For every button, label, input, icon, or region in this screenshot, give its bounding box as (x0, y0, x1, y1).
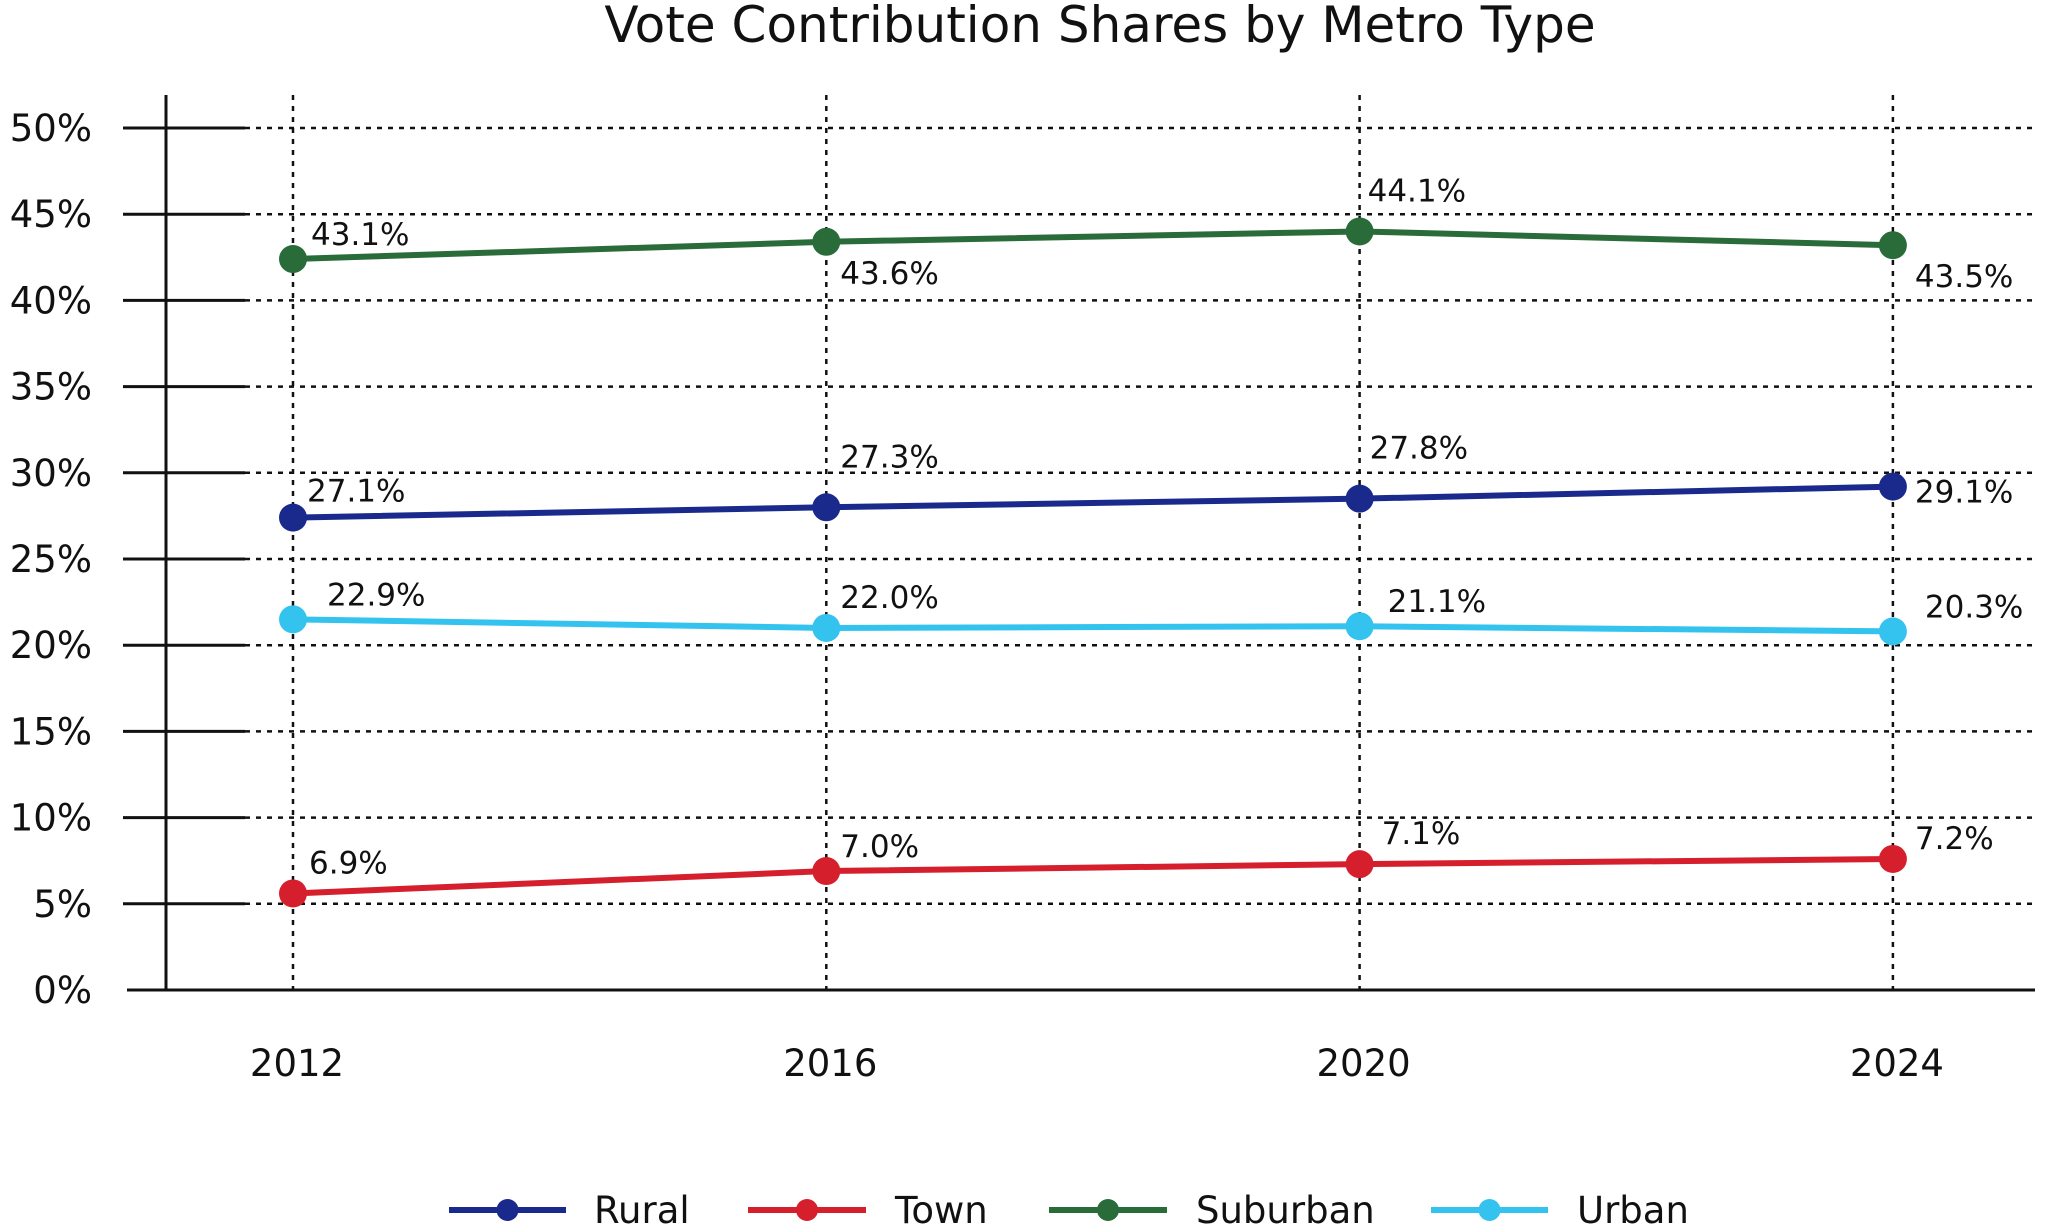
y-tick-label: 40% (10, 279, 92, 322)
data-point-town (1878, 844, 1907, 873)
data-point-suburban (1878, 231, 1907, 260)
legend-marker-urban (1478, 1199, 1501, 1221)
data-point-town (279, 879, 307, 908)
y-tick-label: 15% (10, 710, 92, 753)
data-point-urban (1878, 617, 1907, 646)
data-label-suburban: 43.5% (1915, 259, 2013, 295)
legend-item-rural: Rural (449, 1189, 690, 1230)
data-label-suburban: 43.1% (311, 217, 409, 253)
data-point-suburban (812, 227, 841, 256)
data-label-town: 7.1% (1382, 816, 1461, 852)
y-tick-label: 5% (33, 883, 92, 926)
legend-marker-rural (496, 1199, 519, 1221)
legend-label-suburban: Suburban (1196, 1189, 1375, 1230)
data-label-rural: 29.1% (1915, 475, 2013, 511)
x-tick-label: 2012 (250, 1042, 344, 1085)
data-point-rural (279, 503, 307, 532)
data-point-urban (812, 613, 841, 642)
data-label-rural: 27.3% (840, 439, 938, 475)
legend-item-suburban: Suburban (1049, 1189, 1375, 1230)
data-point-town (1345, 850, 1374, 879)
legend-marker-town (796, 1199, 818, 1221)
y-tick-label: 45% (10, 193, 92, 236)
series-line-town (290, 855, 1896, 897)
data-point-rural (1345, 484, 1374, 513)
data-label-rural: 27.8% (1370, 431, 1468, 467)
series-line-urban (290, 616, 1896, 635)
data-label-suburban: 43.6% (840, 256, 938, 292)
data-point-suburban (279, 245, 307, 274)
grid-layer (245, 95, 2035, 990)
legend: Rural Town Suburban Urban (449, 1189, 1689, 1230)
legend-label-urban: Urban (1577, 1189, 1689, 1230)
series-line-suburban (290, 228, 1896, 263)
data-point-urban (279, 605, 307, 634)
y-tick-label: 30% (10, 452, 92, 495)
x-tick-label: 2020 (1317, 1042, 1411, 1085)
data-label-urban: 20.3% (1925, 589, 2023, 625)
data-label-suburban: 44.1% (1368, 173, 1466, 209)
series-line-rural (290, 483, 1896, 521)
data-label-urban: 21.1% (1388, 584, 1486, 620)
y-tick-label: 50% (10, 107, 92, 150)
data-label-town: 7.0% (840, 829, 919, 865)
x-tick-label: 2024 (1850, 1042, 1944, 1085)
data-label-urban: 22.0% (840, 580, 938, 616)
data-point-rural (812, 493, 841, 522)
legend-item-urban: Urban (1431, 1189, 1689, 1230)
x-tick-label: 2016 (783, 1042, 877, 1085)
legend-marker-suburban (1097, 1199, 1119, 1221)
data-label-urban: 22.9% (327, 577, 425, 613)
data-point-urban (1345, 612, 1374, 641)
data-point-town (812, 857, 841, 886)
series-layer (279, 217, 1907, 908)
chart-title: Vote Contribution Shares by Metro Type (604, 0, 1595, 54)
y-tick-label: 20% (10, 624, 92, 667)
data-label-town: 6.9% (309, 845, 388, 881)
y-tick-label: 10% (10, 797, 92, 840)
data-point-suburban (1345, 217, 1374, 246)
legend-item-town: Town (748, 1189, 988, 1230)
data-label-layer: 27.1% 27.3% 27.8% 29.1% 6.9% 7.0% 7.1% 7.2% 43.1… (307, 173, 2023, 881)
y-tick-label: 35% (10, 366, 92, 409)
legend-label-town: Town (894, 1189, 988, 1230)
y-tick-label: 25% (10, 538, 92, 581)
legend-label-rural: Rural (594, 1189, 690, 1230)
y-tick-label: 0% (33, 969, 92, 1012)
axis-layer: 0% 5% 10% 15% 20% 25% 30% 35% 40% 45% 50% 2012 2016 2… (10, 95, 2035, 1085)
data-label-town: 7.2% (1915, 821, 1994, 857)
data-point-rural (1878, 472, 1907, 501)
data-label-rural: 27.1% (307, 474, 405, 510)
